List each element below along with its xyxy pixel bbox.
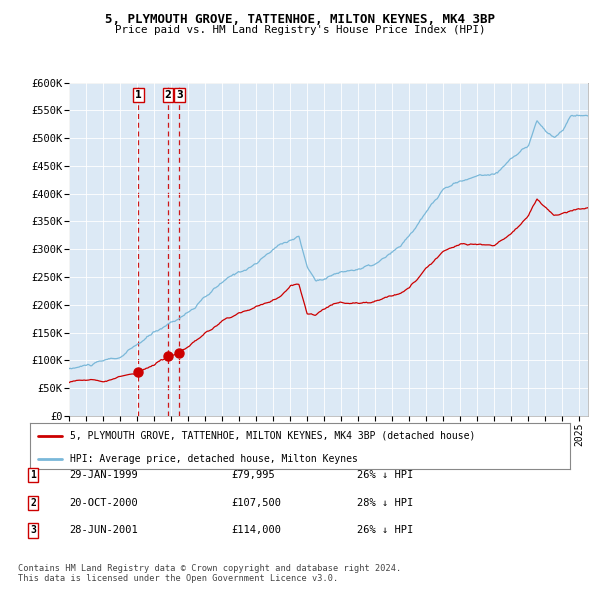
Text: 20-OCT-2000: 20-OCT-2000 — [69, 498, 138, 507]
Text: 3: 3 — [176, 90, 183, 100]
Text: 1: 1 — [135, 90, 142, 100]
Text: £107,500: £107,500 — [231, 498, 281, 507]
Text: 28% ↓ HPI: 28% ↓ HPI — [357, 498, 413, 507]
Text: HPI: Average price, detached house, Milton Keynes: HPI: Average price, detached house, Milt… — [71, 454, 358, 464]
Text: 29-JAN-1999: 29-JAN-1999 — [69, 470, 138, 480]
Text: Contains HM Land Registry data © Crown copyright and database right 2024.
This d: Contains HM Land Registry data © Crown c… — [18, 563, 401, 583]
Text: 3: 3 — [30, 526, 36, 535]
Text: 2: 2 — [30, 498, 36, 507]
Text: £114,000: £114,000 — [231, 526, 281, 535]
Text: 26% ↓ HPI: 26% ↓ HPI — [357, 470, 413, 480]
Text: Price paid vs. HM Land Registry's House Price Index (HPI): Price paid vs. HM Land Registry's House … — [115, 25, 485, 35]
Text: 5, PLYMOUTH GROVE, TATTENHOE, MILTON KEYNES, MK4 3BP (detached house): 5, PLYMOUTH GROVE, TATTENHOE, MILTON KEY… — [71, 431, 476, 441]
Text: 26% ↓ HPI: 26% ↓ HPI — [357, 526, 413, 535]
Text: 28-JUN-2001: 28-JUN-2001 — [69, 526, 138, 535]
Text: 5, PLYMOUTH GROVE, TATTENHOE, MILTON KEYNES, MK4 3BP: 5, PLYMOUTH GROVE, TATTENHOE, MILTON KEY… — [105, 13, 495, 26]
Text: 1: 1 — [30, 470, 36, 480]
Text: 2: 2 — [164, 90, 171, 100]
Text: £79,995: £79,995 — [231, 470, 275, 480]
